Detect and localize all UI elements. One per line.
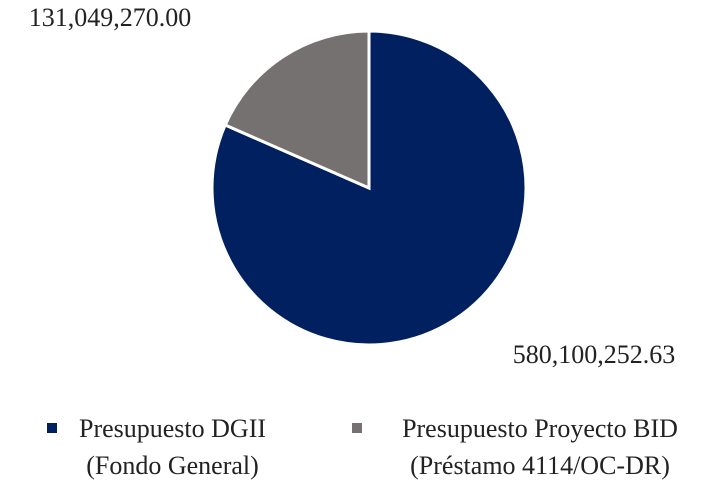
data-label: 580,100,252.63 bbox=[513, 340, 676, 369]
legend-label: Presupuesto DGII (Fondo General) bbox=[78, 414, 267, 480]
legend-item: Presupuesto DGII (Fondo General) bbox=[47, 410, 280, 484]
data-label: 131,049,270.00 bbox=[29, 3, 192, 32]
legend-swatch bbox=[47, 423, 57, 433]
chart: 580,100,252.63 131,049,270.00 bbox=[29, 3, 676, 369]
legend-label: Presupuesto Proyecto BID (Préstamo 4114/… bbox=[402, 414, 678, 480]
pie-slice bbox=[223, 29, 371, 191]
legend-item: Presupuesto Proyecto BID (Préstamo 4114/… bbox=[352, 410, 710, 484]
legend: Presupuesto DGII (Fondo General) Presupue… bbox=[0, 410, 712, 485]
legend-swatch bbox=[352, 423, 362, 433]
